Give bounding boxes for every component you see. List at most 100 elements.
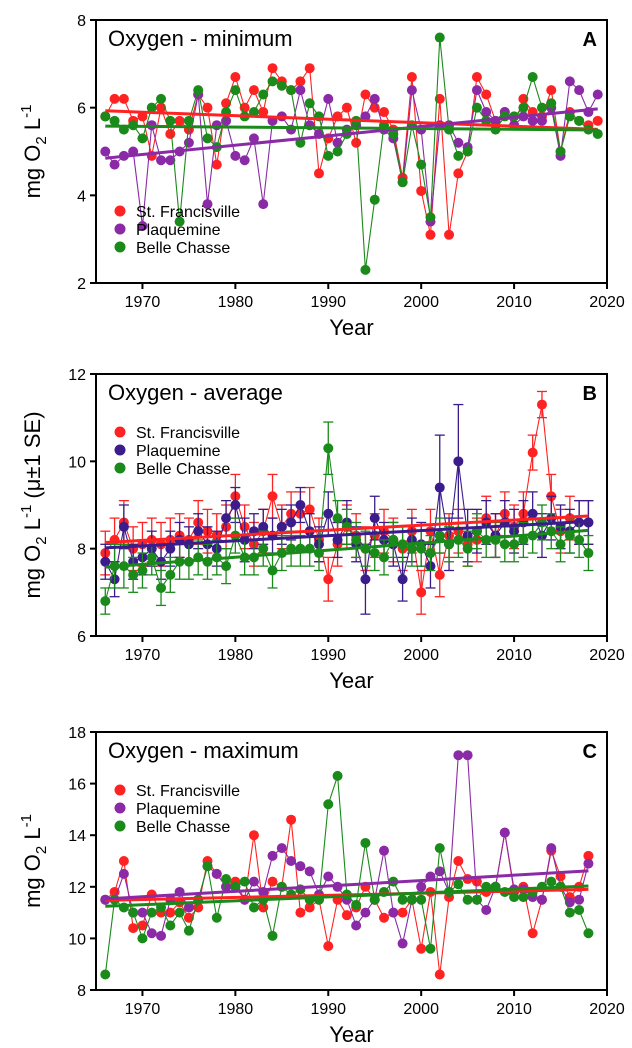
data-point	[202, 861, 213, 872]
data-point	[574, 894, 585, 905]
data-point	[388, 534, 399, 545]
data-point	[323, 443, 334, 454]
data-point	[453, 856, 464, 866]
data-point	[332, 534, 343, 545]
data-point	[546, 876, 557, 887]
data-point	[397, 938, 408, 949]
legend-marker	[114, 223, 126, 235]
legend-label: St. Francisville	[136, 425, 240, 442]
data-point	[137, 111, 148, 122]
x-tick-label: 2000	[403, 1001, 439, 1018]
data-point	[341, 102, 352, 113]
data-point	[156, 582, 167, 593]
data-point	[518, 534, 529, 545]
data-point	[295, 500, 306, 510]
data-point	[137, 133, 148, 144]
x-tick-label: 1970	[125, 1001, 161, 1018]
data-point	[286, 517, 297, 528]
panel-C-ylabel: mg O2 L-1	[18, 814, 50, 908]
panel-A-letter: A	[583, 29, 597, 51]
data-point	[128, 923, 139, 934]
data-point	[230, 881, 241, 892]
data-point	[583, 548, 594, 559]
panel-A-ylabel: mg O2 L-1	[18, 105, 50, 199]
y-tick-label: 10	[68, 931, 86, 948]
data-point	[527, 115, 538, 126]
legend-marker	[114, 802, 126, 814]
data-point	[518, 102, 529, 113]
data-point	[574, 905, 585, 916]
data-point	[248, 876, 259, 887]
data-point	[211, 912, 222, 923]
data-point	[425, 943, 436, 954]
x-tick-label: 2020	[589, 1001, 625, 1018]
data-point	[332, 137, 343, 148]
data-point	[453, 456, 464, 467]
data-point	[323, 574, 334, 585]
data-point	[183, 902, 194, 913]
data-point	[351, 137, 362, 148]
data-point	[258, 199, 269, 210]
data-point	[165, 155, 176, 166]
data-point	[100, 556, 111, 567]
x-tick-label: 1980	[218, 294, 254, 311]
data-point	[536, 894, 547, 905]
data-point	[574, 85, 585, 96]
data-point	[137, 907, 148, 918]
data-point	[295, 76, 306, 87]
data-point	[248, 107, 259, 118]
data-point	[351, 920, 362, 931]
data-point	[137, 565, 148, 576]
data-point	[360, 907, 371, 918]
data-point	[462, 146, 473, 157]
data-point	[276, 521, 287, 532]
trend-line	[105, 869, 589, 901]
data-point	[481, 905, 492, 916]
data-point	[564, 907, 575, 918]
legend-label: Belle Chasse	[136, 240, 230, 257]
data-point	[230, 500, 241, 510]
data-point	[499, 827, 510, 838]
x-tick-label: 2000	[403, 294, 439, 311]
data-point	[583, 858, 594, 869]
y-tick-label: 16	[68, 777, 86, 794]
panel-B-frame	[95, 373, 608, 637]
data-point	[518, 892, 529, 903]
data-point	[276, 80, 287, 91]
data-point	[248, 85, 259, 96]
panel-A-title: Oxygen - minimum	[108, 26, 293, 51]
data-point	[416, 894, 427, 905]
x-tick-label: 2020	[589, 294, 625, 311]
x-tick-label: 2010	[496, 1001, 532, 1018]
data-point	[406, 71, 417, 82]
data-point	[425, 212, 436, 223]
y-tick-label: 2	[77, 276, 86, 293]
data-point	[360, 837, 371, 848]
data-point	[453, 150, 464, 161]
data-point	[137, 920, 148, 931]
data-point	[323, 508, 334, 519]
legend-marker	[114, 784, 126, 796]
data-point	[267, 76, 278, 87]
data-point	[165, 569, 176, 580]
data-point	[258, 107, 269, 118]
trend-line	[105, 528, 589, 569]
data-point	[341, 910, 352, 921]
data-point	[592, 115, 603, 126]
data-point	[165, 543, 176, 554]
data-point	[100, 111, 111, 122]
data-point	[286, 85, 297, 96]
data-point	[137, 221, 148, 232]
data-point	[434, 969, 445, 980]
data-point	[434, 843, 445, 854]
data-point	[434, 32, 445, 43]
y-tick-label: 12	[68, 367, 86, 384]
data-point	[248, 830, 259, 841]
data-point	[555, 539, 566, 550]
trend-line	[105, 107, 598, 160]
trend-line	[105, 514, 589, 544]
panel-C-xlabel: Year	[329, 1022, 373, 1047]
